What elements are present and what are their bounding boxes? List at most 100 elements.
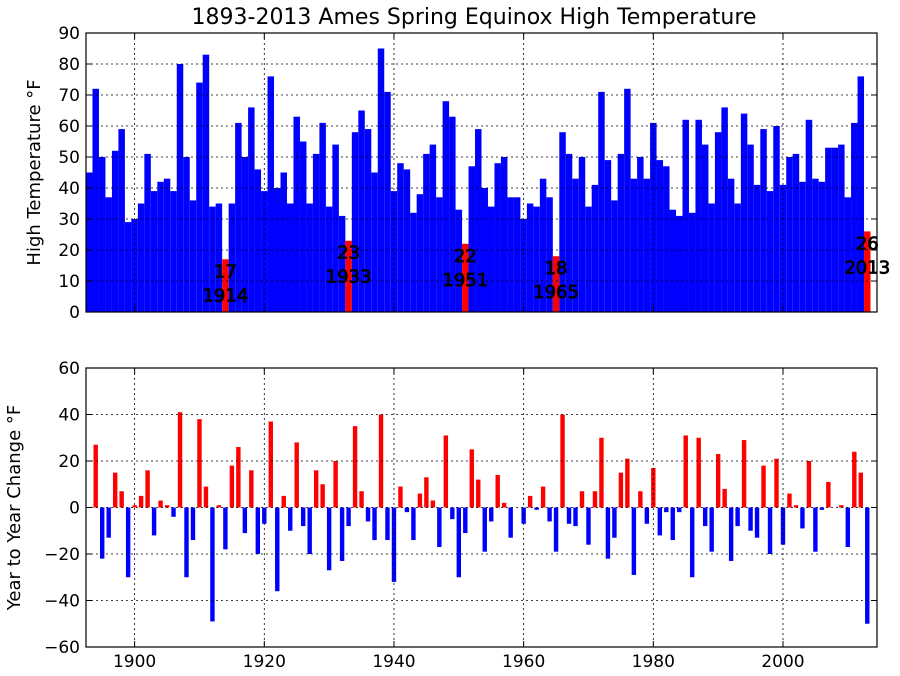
bottom-bar-1905 [164,505,170,508]
bottom-bar-2001 [787,493,792,508]
top-bar-1966 [559,132,566,312]
bottom-bar-2004 [806,461,812,508]
top-bar-1937 [371,172,378,312]
top-ytick-label: 80 [58,55,80,75]
bottom-bar-1956 [495,474,500,508]
top-annotation-value-1914: 17 [214,261,237,282]
bottom-bar-1953 [476,479,481,508]
bottom-bar-1988 [702,507,708,527]
top-bar-1954 [481,188,488,312]
top-annotation-year-2013: 2013 [844,257,890,278]
top-bar-1995 [747,144,754,312]
bottom-bar-1958 [508,507,513,538]
bottom-bar-1919 [255,507,261,554]
top-bar-1969 [578,157,586,312]
top-bar-2007 [825,147,832,312]
top-bar-1908 [183,157,190,312]
top-bar-1953 [475,129,482,312]
top-bar-1895 [98,157,106,312]
top-annotation-value-1933: 23 [337,243,360,264]
bottom-bar-1963 [540,486,546,508]
top-bar-1957 [500,157,508,312]
bottom-ytick-label: 0 [69,499,80,519]
top-bar-1898 [118,129,125,312]
bottom-bar-1927 [307,507,312,554]
bottom-bar-1922 [275,507,280,592]
chart-title: 1893-2013 Ames Spring Equinox High Tempe… [192,5,757,30]
bottom-bar-1918 [249,470,254,508]
top-ytick-label: 20 [58,241,80,261]
top-bar-1930 [325,206,333,312]
bottom-bar-1942 [404,507,410,513]
top-bar-1971 [591,184,599,312]
bottom-bar-1945 [424,477,429,508]
bottom-xtick-label: 2000 [761,652,804,672]
top-ytick-label: 70 [58,86,80,106]
top-bar-1932 [338,215,346,312]
bottom-bar-1903 [151,507,157,536]
bottom-bar-1902 [145,470,150,508]
bottom-bar-1968 [573,507,578,527]
bottom-bar-1926 [300,507,306,527]
top-annotation-year-1951: 1951 [442,270,488,291]
top-bar-1989 [708,203,715,312]
bottom-bar-2003 [800,507,805,529]
top-bar-1970 [585,206,592,312]
top-bar-1912 [209,206,216,312]
top-bar-1960 [520,219,527,312]
top-annotation-year-1933: 1933 [326,267,372,288]
bottom-xtick-label: 1940 [372,652,415,672]
top-annotation-value-1951: 22 [454,246,477,267]
bottom-bar-1916 [236,447,241,508]
bottom-bar-1984 [677,507,682,513]
top-bar-1997 [760,129,767,312]
bottom-bar-1946 [430,500,436,508]
top-bar-1980 [650,122,657,313]
bottom-bar-1997 [761,465,766,508]
bottom-bar-1910 [197,419,202,508]
bottom-bar-2000 [780,507,786,545]
top-bar-1986 [688,212,696,312]
bottom-bar-1935 [359,491,364,508]
bottom-bar-2002 [793,505,799,508]
bottom-bar-1982 [664,507,669,513]
top-bar-1977 [630,178,638,312]
bottom-bar-1943 [411,507,416,541]
top-bar-1931 [332,144,339,312]
top-bar-1962 [533,206,540,312]
top-bar-1996 [753,184,761,312]
bottom-bar-1969 [579,491,585,508]
top-bar-1959 [513,197,521,312]
bottom-bar-1896 [106,507,111,538]
bottom-bar-1955 [489,507,494,522]
bottom-bar-1933 [346,507,351,527]
top-bar-1950 [455,209,463,312]
top-bar-1952 [468,166,476,312]
top-bar-1920 [261,191,268,312]
top-bar-1967 [565,153,573,312]
bottom-bar-1970 [586,507,591,545]
top-bar-1914 [222,259,229,312]
bottom-bar-1930 [326,507,332,571]
bottom-panel-year-change: −60 −40 −20 0 20 40 60 1900 1920 1940 1960 1980 2000… [4,359,878,672]
top-y-axis-label: High Temperature °F [24,79,45,265]
bottom-bar-1908 [184,507,189,578]
top-bar-1907 [176,64,184,312]
bottom-bar-1917 [242,507,248,534]
bottom-bar-1894 [93,444,98,508]
bottom-bar-1987 [696,437,701,508]
bottom-bar-1898 [119,491,124,508]
top-bar-1958 [507,197,514,312]
top-bar-1942 [403,169,411,312]
top-ytick-label: 50 [58,148,80,168]
bottom-bar-1909 [190,507,196,541]
top-bar-1938 [377,48,385,312]
bottom-bar-1949 [450,507,455,520]
top-bar-1936 [364,129,372,312]
bottom-ytick-label: −40 [44,592,80,612]
bottom-bar-2012 [858,472,863,508]
top-bar-1947 [436,197,443,312]
top-bar-1927 [306,203,313,312]
bottom-bar-1989 [709,507,714,552]
